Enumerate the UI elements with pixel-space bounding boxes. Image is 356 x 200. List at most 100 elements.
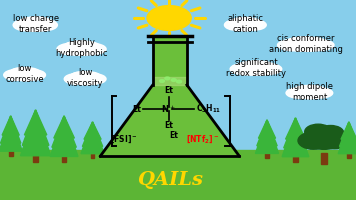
Bar [91,152,94,158]
Circle shape [320,132,349,149]
Ellipse shape [78,43,106,55]
Polygon shape [286,118,305,139]
Ellipse shape [10,72,40,81]
Text: Et: Et [170,131,178,140]
Circle shape [159,80,164,82]
Bar [9,150,12,156]
Polygon shape [340,122,356,146]
Ellipse shape [303,86,326,95]
Bar [0,150,356,200]
Ellipse shape [284,37,329,51]
Polygon shape [2,116,19,135]
Circle shape [305,124,332,139]
Ellipse shape [57,43,87,55]
Polygon shape [0,116,22,151]
Ellipse shape [291,85,328,99]
Text: QAILs: QAILs [137,171,203,189]
Ellipse shape [242,20,266,30]
Text: $\mathbf{[NTf_2]^-}$: $\mathbf{[NTf_2]^-}$ [187,133,219,145]
Ellipse shape [238,62,265,71]
Text: $\mathbf{[FSI]^-}$: $\mathbf{[FSI]^-}$ [110,133,138,145]
Polygon shape [258,120,276,138]
Ellipse shape [32,19,57,31]
Text: Et: Et [164,121,173,130]
Bar [265,152,269,158]
Circle shape [318,126,344,140]
Ellipse shape [10,68,32,77]
Circle shape [298,132,329,149]
Polygon shape [153,36,187,85]
Ellipse shape [230,63,262,75]
Ellipse shape [298,38,326,47]
Ellipse shape [293,86,317,95]
Polygon shape [100,85,239,156]
Circle shape [171,79,176,81]
Polygon shape [341,122,356,139]
Ellipse shape [252,63,282,75]
Text: low charge
transfer: low charge transfer [12,14,59,34]
Polygon shape [84,122,101,139]
Ellipse shape [293,90,326,99]
Ellipse shape [62,41,101,55]
Bar [62,155,66,162]
Ellipse shape [13,19,40,31]
Ellipse shape [4,70,29,80]
Polygon shape [284,118,307,148]
Polygon shape [256,120,278,153]
Ellipse shape [231,22,260,31]
Ellipse shape [79,72,100,81]
Ellipse shape [64,74,90,84]
Bar [33,154,38,162]
Ellipse shape [21,70,46,80]
Ellipse shape [287,41,326,51]
Ellipse shape [20,18,43,27]
Polygon shape [0,116,21,143]
Polygon shape [21,110,51,156]
Ellipse shape [69,71,102,85]
Ellipse shape [239,65,274,75]
Text: Et: Et [132,104,141,114]
Ellipse shape [29,18,51,27]
Polygon shape [25,110,47,135]
Ellipse shape [229,17,262,31]
Polygon shape [52,116,76,147]
Bar [347,152,351,158]
Text: significant
redox stability: significant redox stability [226,58,286,78]
Ellipse shape [278,39,312,51]
Bar [321,153,327,164]
Polygon shape [282,118,309,157]
Circle shape [304,127,344,149]
Polygon shape [338,122,356,154]
Polygon shape [22,110,49,145]
Ellipse shape [70,72,92,81]
Ellipse shape [249,62,274,71]
Text: low
viscosity: low viscosity [67,68,104,88]
Polygon shape [257,120,277,146]
Circle shape [177,80,182,83]
Text: low
corrosive: low corrosive [6,64,44,84]
Ellipse shape [71,76,100,85]
Polygon shape [54,116,74,138]
Text: high dipole
moment: high dipole moment [286,82,333,102]
Ellipse shape [306,88,333,98]
Text: cis conformer
anion dominating: cis conformer anion dominating [269,34,343,54]
Ellipse shape [75,42,99,51]
Ellipse shape [224,20,250,30]
Ellipse shape [240,18,260,27]
Ellipse shape [82,74,106,84]
Text: Et: Et [164,86,173,95]
Ellipse shape [231,18,252,27]
Ellipse shape [286,38,315,47]
Ellipse shape [65,45,99,55]
Polygon shape [82,122,103,146]
Polygon shape [153,77,187,85]
Polygon shape [81,122,104,154]
Ellipse shape [286,88,314,98]
Ellipse shape [236,61,277,75]
Ellipse shape [20,21,51,31]
Text: Highly
hydrophobic: Highly hydrophobic [56,38,108,58]
Circle shape [147,6,191,30]
Ellipse shape [19,68,40,77]
Text: $\mathbf{N}^+$: $\mathbf{N}^+$ [161,103,176,115]
Circle shape [165,77,170,80]
